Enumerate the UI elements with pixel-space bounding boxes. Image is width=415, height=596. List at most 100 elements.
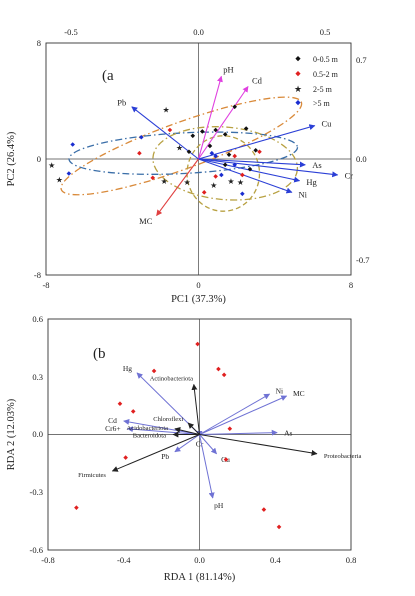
- env-arrow-label: Cr6+: [105, 424, 120, 433]
- data-point: [207, 143, 213, 149]
- chart-b-arrows: HgCdCr6+PbCrCupHNiMCAsActinobacteriotaCh…: [78, 364, 361, 510]
- env-arrow-label: Pb: [161, 452, 169, 461]
- chart-a-xtick: -8: [42, 280, 49, 290]
- taxa-arrow-label: Firmicutes: [78, 472, 106, 479]
- group-ellipse: [68, 131, 299, 175]
- env-arrow-label: Hg: [123, 364, 132, 373]
- data-point: [213, 127, 218, 133]
- data-point: [139, 134, 144, 140]
- taxa-arrow: [199, 434, 318, 456]
- chart-a-points: ★★★★ ★ ★ ★ ★★: [48, 104, 262, 197]
- chart-b-ytick: -0.3: [30, 487, 43, 497]
- taxa-arrow: [187, 422, 200, 435]
- sample-point: [74, 505, 79, 510]
- loading-arrow-label: MC: [139, 216, 153, 226]
- data-point: ★: [48, 161, 55, 170]
- loading-arrow-label: As: [312, 160, 321, 170]
- sample-point: [195, 341, 200, 347]
- loading-arrow-label: Ni: [298, 190, 307, 200]
- data-point: [253, 148, 258, 153]
- env-arrow: [126, 426, 200, 435]
- chart-b-xlabel: RDA 1 (81.14%): [164, 572, 236, 583]
- data-point: [137, 150, 142, 156]
- chart-a-right-tick: 0.0: [356, 154, 367, 164]
- chart-b-points: [74, 341, 282, 530]
- sample-point: [123, 455, 128, 460]
- data-point: [257, 149, 262, 155]
- legend-marker: ★: [294, 84, 302, 94]
- taxa-arrow-label: Chloroflexi: [153, 416, 183, 423]
- data-point: [201, 190, 207, 195]
- chart-a-ellipses: [60, 96, 303, 212]
- data-point: [232, 162, 238, 168]
- loading-arrow: [131, 106, 199, 160]
- chart-b-xtick: 0.8: [346, 555, 357, 565]
- chart-a-top-tick: -0.5: [64, 27, 77, 37]
- data-point: [186, 149, 192, 155]
- data-point: [200, 129, 205, 134]
- data-point: [190, 133, 196, 139]
- env-arrow: [199, 395, 288, 435]
- legend-item: 0-0.5 m: [295, 55, 339, 64]
- legend-item: ★ 2-5 m: [294, 84, 333, 94]
- sample-point: [261, 507, 267, 512]
- data-point: ★: [227, 177, 234, 186]
- chart-a-right-tick: -0.7: [356, 255, 369, 265]
- chart-a-ytick: 8: [37, 38, 41, 48]
- data-point: [232, 104, 238, 110]
- env-arrow: [199, 434, 215, 499]
- loading-arrow: [156, 158, 199, 217]
- legend-label: 0-0.5 m: [313, 55, 339, 64]
- legend-label: >5 m: [313, 99, 331, 108]
- chart-a-top-tick: 0.5: [320, 27, 331, 37]
- env-arrow: [199, 434, 217, 455]
- data-point: ★: [163, 106, 170, 115]
- chart-a-panel-label: (a: [102, 68, 114, 84]
- env-arrow: [123, 419, 200, 435]
- sample-point: [221, 372, 227, 378]
- chart-a-xlabel: PC1 (37.3%): [171, 294, 226, 305]
- chart-b-panel-label: (b: [93, 346, 106, 362]
- data-point: [213, 153, 218, 159]
- loading-arrow-label: pH: [223, 65, 233, 75]
- sample-point: [216, 366, 221, 372]
- data-point: ★: [56, 175, 63, 184]
- chart-a-ylabel: PC2 (26.4%): [6, 131, 17, 186]
- env-arrow-label: Cd: [108, 416, 117, 425]
- loading-arrow: [198, 158, 339, 178]
- legend-label: 2-5 m: [313, 85, 333, 94]
- chart-a-ytick: 0: [37, 154, 41, 164]
- env-arrow: [174, 434, 200, 453]
- data-point: [150, 175, 156, 181]
- env-arrow: [199, 429, 278, 436]
- sample-point: [117, 401, 123, 406]
- env-arrow-label: Ni: [276, 387, 284, 396]
- chart-a-legend: 0-0.5 m 0.5-2 m ★ 2-5 m >5 m: [294, 55, 339, 108]
- data-point: ★: [183, 178, 190, 187]
- legend-marker: [295, 56, 301, 62]
- taxa-arrow-label: Actinobacteriota: [150, 375, 193, 382]
- data-point: [240, 191, 245, 197]
- data-point: [66, 171, 72, 176]
- sample-point: [276, 524, 282, 530]
- taxa-arrow: [111, 434, 200, 472]
- data-point: ★: [237, 178, 244, 187]
- chart-a-xtick: 0: [196, 280, 200, 290]
- legend-marker: [295, 71, 301, 77]
- chart-b-ylabel: RDA 2 (12.03%): [6, 398, 17, 470]
- sample-point: [227, 426, 233, 432]
- chart-b-ytick: 0.3: [32, 372, 43, 382]
- loading-arrow: [198, 124, 316, 160]
- chart-b-xtick: -0.4: [117, 555, 131, 565]
- loading-arrow-label: Cr: [345, 171, 354, 181]
- loading-arrow: [198, 158, 293, 194]
- taxa-arrow-label: Bacteroidota: [133, 433, 166, 440]
- data-point: [167, 127, 173, 133]
- loading-arrow-label: Cu: [322, 119, 333, 129]
- loading-arrow: [197, 75, 223, 160]
- taxa-arrow-label: Acidobacteriota: [127, 425, 169, 432]
- loading-arrow: [198, 158, 306, 168]
- taxa-arrow: [191, 383, 200, 435]
